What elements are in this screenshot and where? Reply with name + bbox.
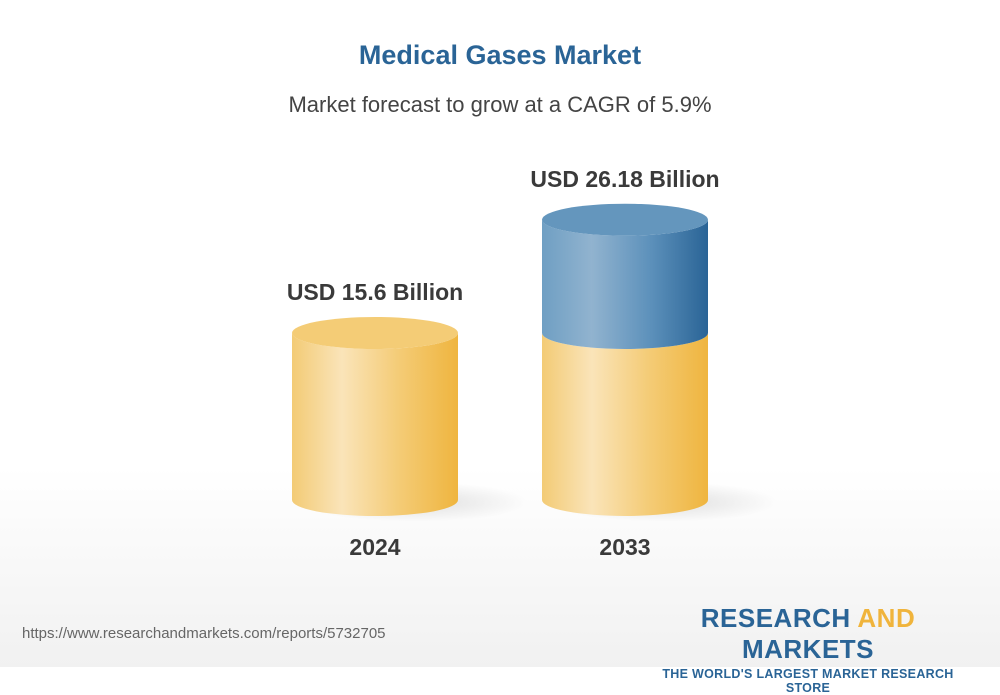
- report-url[interactable]: https://www.researchandmarkets.com/repor…: [22, 625, 386, 642]
- category-label: 2033: [599, 534, 650, 560]
- bar-base-segment: [542, 333, 708, 516]
- bar-base-segment: [292, 333, 458, 516]
- data-label: USD 15.6 Billion: [287, 279, 463, 305]
- bar-top: [292, 317, 458, 349]
- bar-top: [542, 203, 708, 236]
- research-and-markets-logo: RESEARCH AND MARKETS THE WORLD'S LARGEST…: [662, 603, 954, 695]
- chart-title: Medical Gases Market: [358, 40, 642, 70]
- category-label: 2024: [349, 534, 400, 560]
- cylinder-chart: USD 15.6 Billion USD 26.18 Billion 2024 …: [287, 166, 778, 560]
- data-label: USD 26.18 Billion: [530, 166, 719, 192]
- chart-subtitle: Market forecast to grow at a CAGR of 5.9…: [288, 92, 712, 117]
- bar-growth-segment: [542, 219, 708, 349]
